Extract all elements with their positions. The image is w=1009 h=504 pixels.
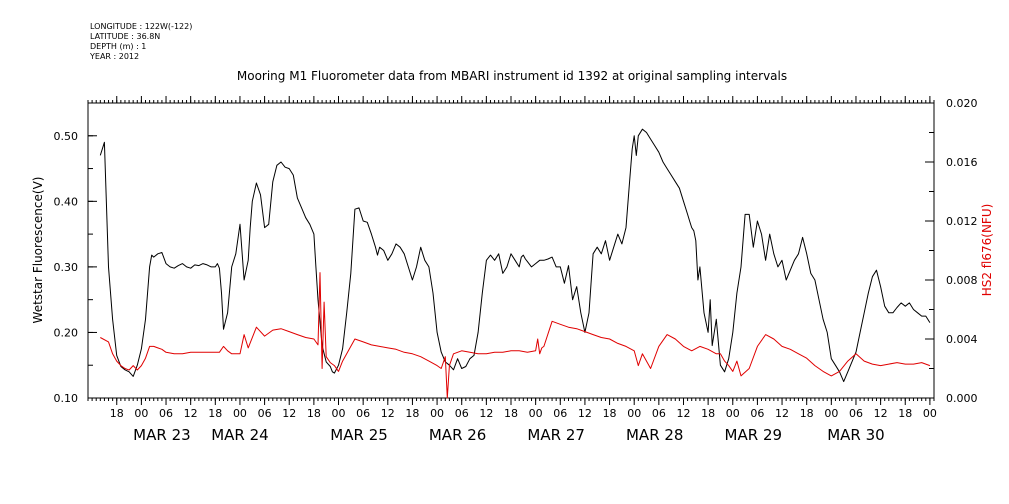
x-tick-label: 06 xyxy=(258,407,272,420)
x-tick-label: 00 xyxy=(726,407,740,420)
hs2-fluorescence-line xyxy=(100,272,931,399)
left-tick-label: 0.20 xyxy=(54,326,79,339)
x-tick-label: 12 xyxy=(479,407,493,420)
left-axis-label: Wetstar Fluorescence(V) xyxy=(31,177,45,324)
left-tick-label: 0.40 xyxy=(54,195,79,208)
right-tick-label: 0.016 xyxy=(946,156,978,169)
x-tick-label: 12 xyxy=(874,407,888,420)
x-tick-label: 00 xyxy=(430,407,444,420)
longitude-label: LONGITUDE : 122W(-122) xyxy=(90,22,192,31)
x-tick-label: 06 xyxy=(159,407,173,420)
x-tick-label: 18 xyxy=(208,407,222,420)
x-day-label: MAR 25 xyxy=(330,426,387,444)
x-tick-label: 12 xyxy=(381,407,395,420)
x-tick-label: 18 xyxy=(110,407,124,420)
right-axis-label: HS2 fl676(NFU) xyxy=(980,204,994,297)
left-tick-label: 0.30 xyxy=(54,261,79,274)
x-tick-label: 18 xyxy=(701,407,715,420)
x-day-label: MAR 30 xyxy=(827,426,884,444)
x-tick-label: 06 xyxy=(455,407,469,420)
latitude-label: LATITUDE : 36.8N xyxy=(90,32,160,41)
x-day-label: MAR 27 xyxy=(527,426,584,444)
right-tick-label: 0.008 xyxy=(946,274,978,287)
x-tick-label: 00 xyxy=(134,407,148,420)
x-tick-label: 12 xyxy=(676,407,690,420)
x-day-label: MAR 24 xyxy=(211,426,268,444)
x-axis-ticks: 18 00 06 12 18 00 06 12 18 00 06 12 18 00 06 12 18 00 06 12… xyxy=(110,96,937,444)
right-tick-label: 0.012 xyxy=(946,215,978,228)
x-tick-label: 00 xyxy=(824,407,838,420)
x-tick-label: 18 xyxy=(405,407,419,420)
x-tick-label: 06 xyxy=(750,407,764,420)
x-tick-label: 18 xyxy=(898,407,912,420)
x-day-label: MAR 28 xyxy=(626,426,683,444)
right-tick-label: 0.020 xyxy=(946,97,978,110)
x-tick-label: 18 xyxy=(504,407,518,420)
x-tick-label: 18 xyxy=(603,407,617,420)
left-tick-label: 0.50 xyxy=(54,130,79,143)
year-label: YEAR : 2012 xyxy=(89,52,139,61)
wetstar-fluorescence-line xyxy=(99,128,931,383)
x-tick-label: 00 xyxy=(627,407,641,420)
minor-ticks xyxy=(87,100,935,401)
x-tick-label: 12 xyxy=(282,407,296,420)
x-tick-label: 18 xyxy=(800,407,814,420)
depth-label: DEPTH (m) : 1 xyxy=(90,42,146,51)
x-tick-label: 00 xyxy=(332,407,346,420)
x-tick-label: 06 xyxy=(849,407,863,420)
series-layer xyxy=(99,128,931,399)
right-y-axis: 0.000 0.004 0.008 0.012 0.016 0.020 xyxy=(925,97,978,405)
x-tick-label: 06 xyxy=(652,407,666,420)
right-tick-label: 0.004 xyxy=(946,333,978,346)
x-tick-label: 12 xyxy=(578,407,592,420)
x-day-label: MAR 26 xyxy=(429,426,486,444)
x-tick-label: 12 xyxy=(775,407,789,420)
left-y-axis: 0.10 0.20 0.30 0.40 0.50 xyxy=(54,102,97,405)
x-tick-label: 06 xyxy=(356,407,370,420)
plot-frame xyxy=(87,102,935,399)
x-tick-label: 00 xyxy=(529,407,543,420)
x-day-label: MAR 23 xyxy=(133,426,190,444)
x-tick-label: 18 xyxy=(307,407,321,420)
right-tick-label: 0.000 xyxy=(946,392,978,405)
x-tick-label: 12 xyxy=(184,407,198,420)
x-tick-label: 06 xyxy=(553,407,567,420)
x-tick-label: 00 xyxy=(923,407,937,420)
chart-title: Mooring M1 Fluorometer data from MBARI i… xyxy=(237,69,787,83)
x-tick-label: 00 xyxy=(233,407,247,420)
left-tick-label: 0.10 xyxy=(54,392,79,405)
x-day-label: MAR 29 xyxy=(725,426,782,444)
